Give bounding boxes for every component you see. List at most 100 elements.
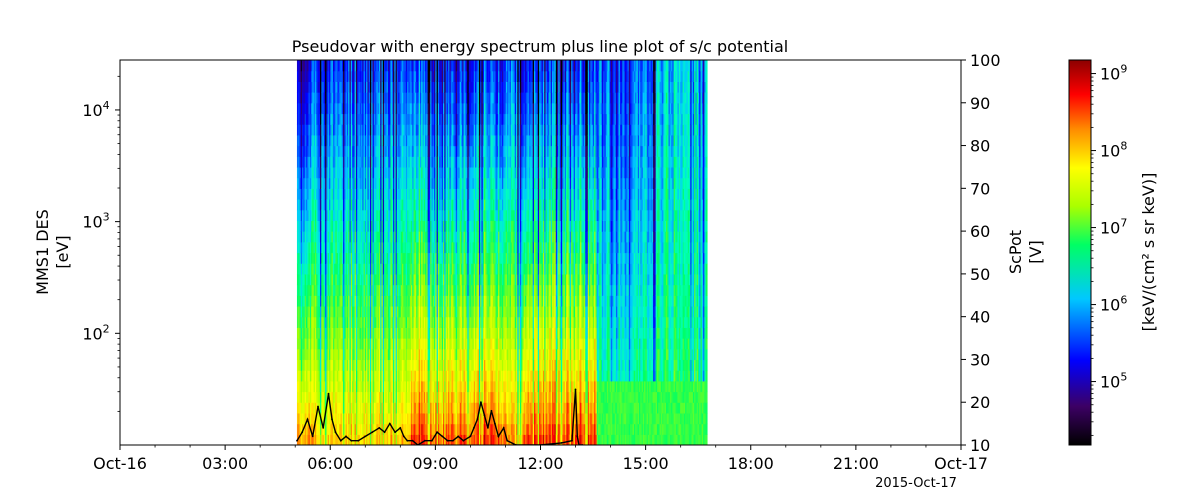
spectrogram-cell bbox=[323, 263, 326, 275]
spectrogram-cell bbox=[327, 209, 330, 222]
spectrogram-cell bbox=[434, 338, 436, 350]
spectrogram-cell bbox=[421, 305, 424, 318]
spectrogram-cell bbox=[391, 231, 394, 243]
spectrogram-cell bbox=[300, 252, 303, 264]
spectrogram-cell bbox=[462, 284, 465, 296]
spectrogram-cell bbox=[361, 220, 363, 232]
spectrogram-cell bbox=[348, 113, 351, 125]
spectrogram-cell bbox=[367, 134, 370, 147]
spectrogram-cell bbox=[472, 188, 475, 200]
spectrogram-cell bbox=[400, 348, 403, 361]
spectrogram-cell bbox=[428, 70, 431, 82]
spectrogram-cell bbox=[313, 305, 316, 318]
spectrogram-cell bbox=[428, 156, 431, 168]
spectrogram-cell bbox=[362, 370, 365, 382]
spectrogram-cell bbox=[341, 92, 344, 104]
spectrogram-cell bbox=[455, 220, 458, 232]
spectrogram-cell bbox=[318, 295, 321, 307]
spectrogram-cell bbox=[416, 166, 418, 179]
spectrogram-cell bbox=[372, 380, 375, 393]
spectrogram-cell bbox=[366, 263, 369, 275]
spectrogram-cell bbox=[398, 177, 401, 189]
spectrogram-cell bbox=[385, 305, 388, 318]
spectrogram-cell bbox=[425, 102, 427, 115]
spectrogram-cell bbox=[373, 359, 376, 371]
spectrogram-cell bbox=[334, 156, 336, 168]
spectrogram-cell bbox=[302, 412, 304, 425]
spectrogram-cell bbox=[353, 273, 356, 286]
spectrogram-cell bbox=[467, 252, 470, 264]
spectrogram-cell bbox=[375, 434, 377, 445]
spectrogram-cell bbox=[425, 412, 427, 425]
spectrogram-cell bbox=[368, 295, 371, 307]
spectrogram-cell bbox=[402, 412, 404, 425]
spectrogram-cell bbox=[431, 188, 434, 200]
spectrogram-cell bbox=[378, 102, 381, 115]
spectrogram-cell bbox=[296, 145, 299, 157]
spectrogram-cell bbox=[402, 241, 404, 254]
spectrogram-cell bbox=[387, 263, 390, 275]
spectrogram-cell bbox=[372, 124, 375, 136]
spectrogram-cell bbox=[427, 92, 430, 104]
spectrogram-cell bbox=[464, 273, 467, 286]
spectrogram-cell bbox=[355, 70, 358, 82]
spectrogram-cell bbox=[348, 92, 351, 104]
spectrogram-cell bbox=[430, 60, 433, 72]
spectrogram-cell bbox=[407, 209, 410, 222]
spectrogram-cell bbox=[422, 434, 425, 445]
spectrogram-cell bbox=[361, 70, 363, 82]
spectrogram-cell bbox=[353, 305, 356, 318]
spectrogram-cell bbox=[436, 359, 439, 371]
spectrogram-cell bbox=[437, 327, 440, 339]
spectrogram-cell bbox=[395, 145, 398, 157]
spectrogram-cell bbox=[428, 231, 431, 243]
spectrogram-cell bbox=[450, 188, 453, 200]
spectrogram-cell bbox=[314, 380, 317, 393]
spectrogram-cell bbox=[446, 434, 449, 445]
spectrogram-cell bbox=[445, 359, 448, 371]
spectrogram-cell bbox=[398, 145, 401, 157]
spectrogram-cell bbox=[443, 177, 445, 189]
spectrogram-cell bbox=[430, 134, 433, 147]
spectrogram-cell bbox=[414, 70, 417, 82]
spectrogram-cell bbox=[330, 81, 333, 93]
spectrogram-cell bbox=[440, 92, 443, 104]
spectrogram-cell bbox=[371, 199, 374, 211]
spectrogram-cell bbox=[390, 402, 393, 414]
spectrogram-cell bbox=[441, 177, 444, 189]
spectrogram-cell bbox=[343, 380, 345, 393]
spectrogram-cell bbox=[466, 124, 468, 136]
spectrogram-cell bbox=[335, 177, 338, 189]
spectrogram-cell bbox=[369, 177, 372, 189]
spectrogram-cell bbox=[412, 359, 415, 371]
spectrogram-cell bbox=[451, 60, 454, 72]
spectrogram-cell bbox=[444, 327, 447, 339]
spectrogram-cell bbox=[376, 102, 379, 115]
spectrogram-cell bbox=[304, 348, 307, 361]
spectrogram-cell bbox=[404, 166, 407, 179]
spectrogram-cell bbox=[460, 359, 463, 371]
spectrogram-cell bbox=[405, 124, 408, 136]
spectrogram-cell bbox=[352, 209, 354, 222]
spectrogram-cell bbox=[408, 412, 411, 425]
spectrogram-cell bbox=[448, 273, 451, 286]
spectrogram-cell bbox=[435, 177, 438, 189]
spectrogram-cell bbox=[378, 166, 381, 179]
spectrogram-cell bbox=[364, 327, 367, 339]
spectrogram-cell bbox=[472, 348, 475, 361]
spectrogram-cell bbox=[403, 338, 406, 350]
spectrogram-cell bbox=[362, 188, 365, 200]
spectrogram-cell bbox=[377, 252, 380, 264]
spectrogram-cell bbox=[435, 81, 438, 93]
spectrogram-cell bbox=[404, 60, 407, 72]
spectrogram-cell bbox=[398, 434, 401, 445]
spectrogram-cell bbox=[418, 134, 421, 147]
spectrogram-cell bbox=[436, 338, 439, 350]
spectrogram-cell bbox=[407, 70, 410, 82]
spectrogram-cell bbox=[340, 380, 343, 393]
spectrogram-cell bbox=[416, 380, 418, 393]
spectrogram-cell bbox=[359, 423, 362, 435]
spectrogram-cell bbox=[409, 316, 412, 328]
spectrogram-cell bbox=[398, 166, 401, 179]
spectrogram-cell bbox=[446, 188, 449, 200]
